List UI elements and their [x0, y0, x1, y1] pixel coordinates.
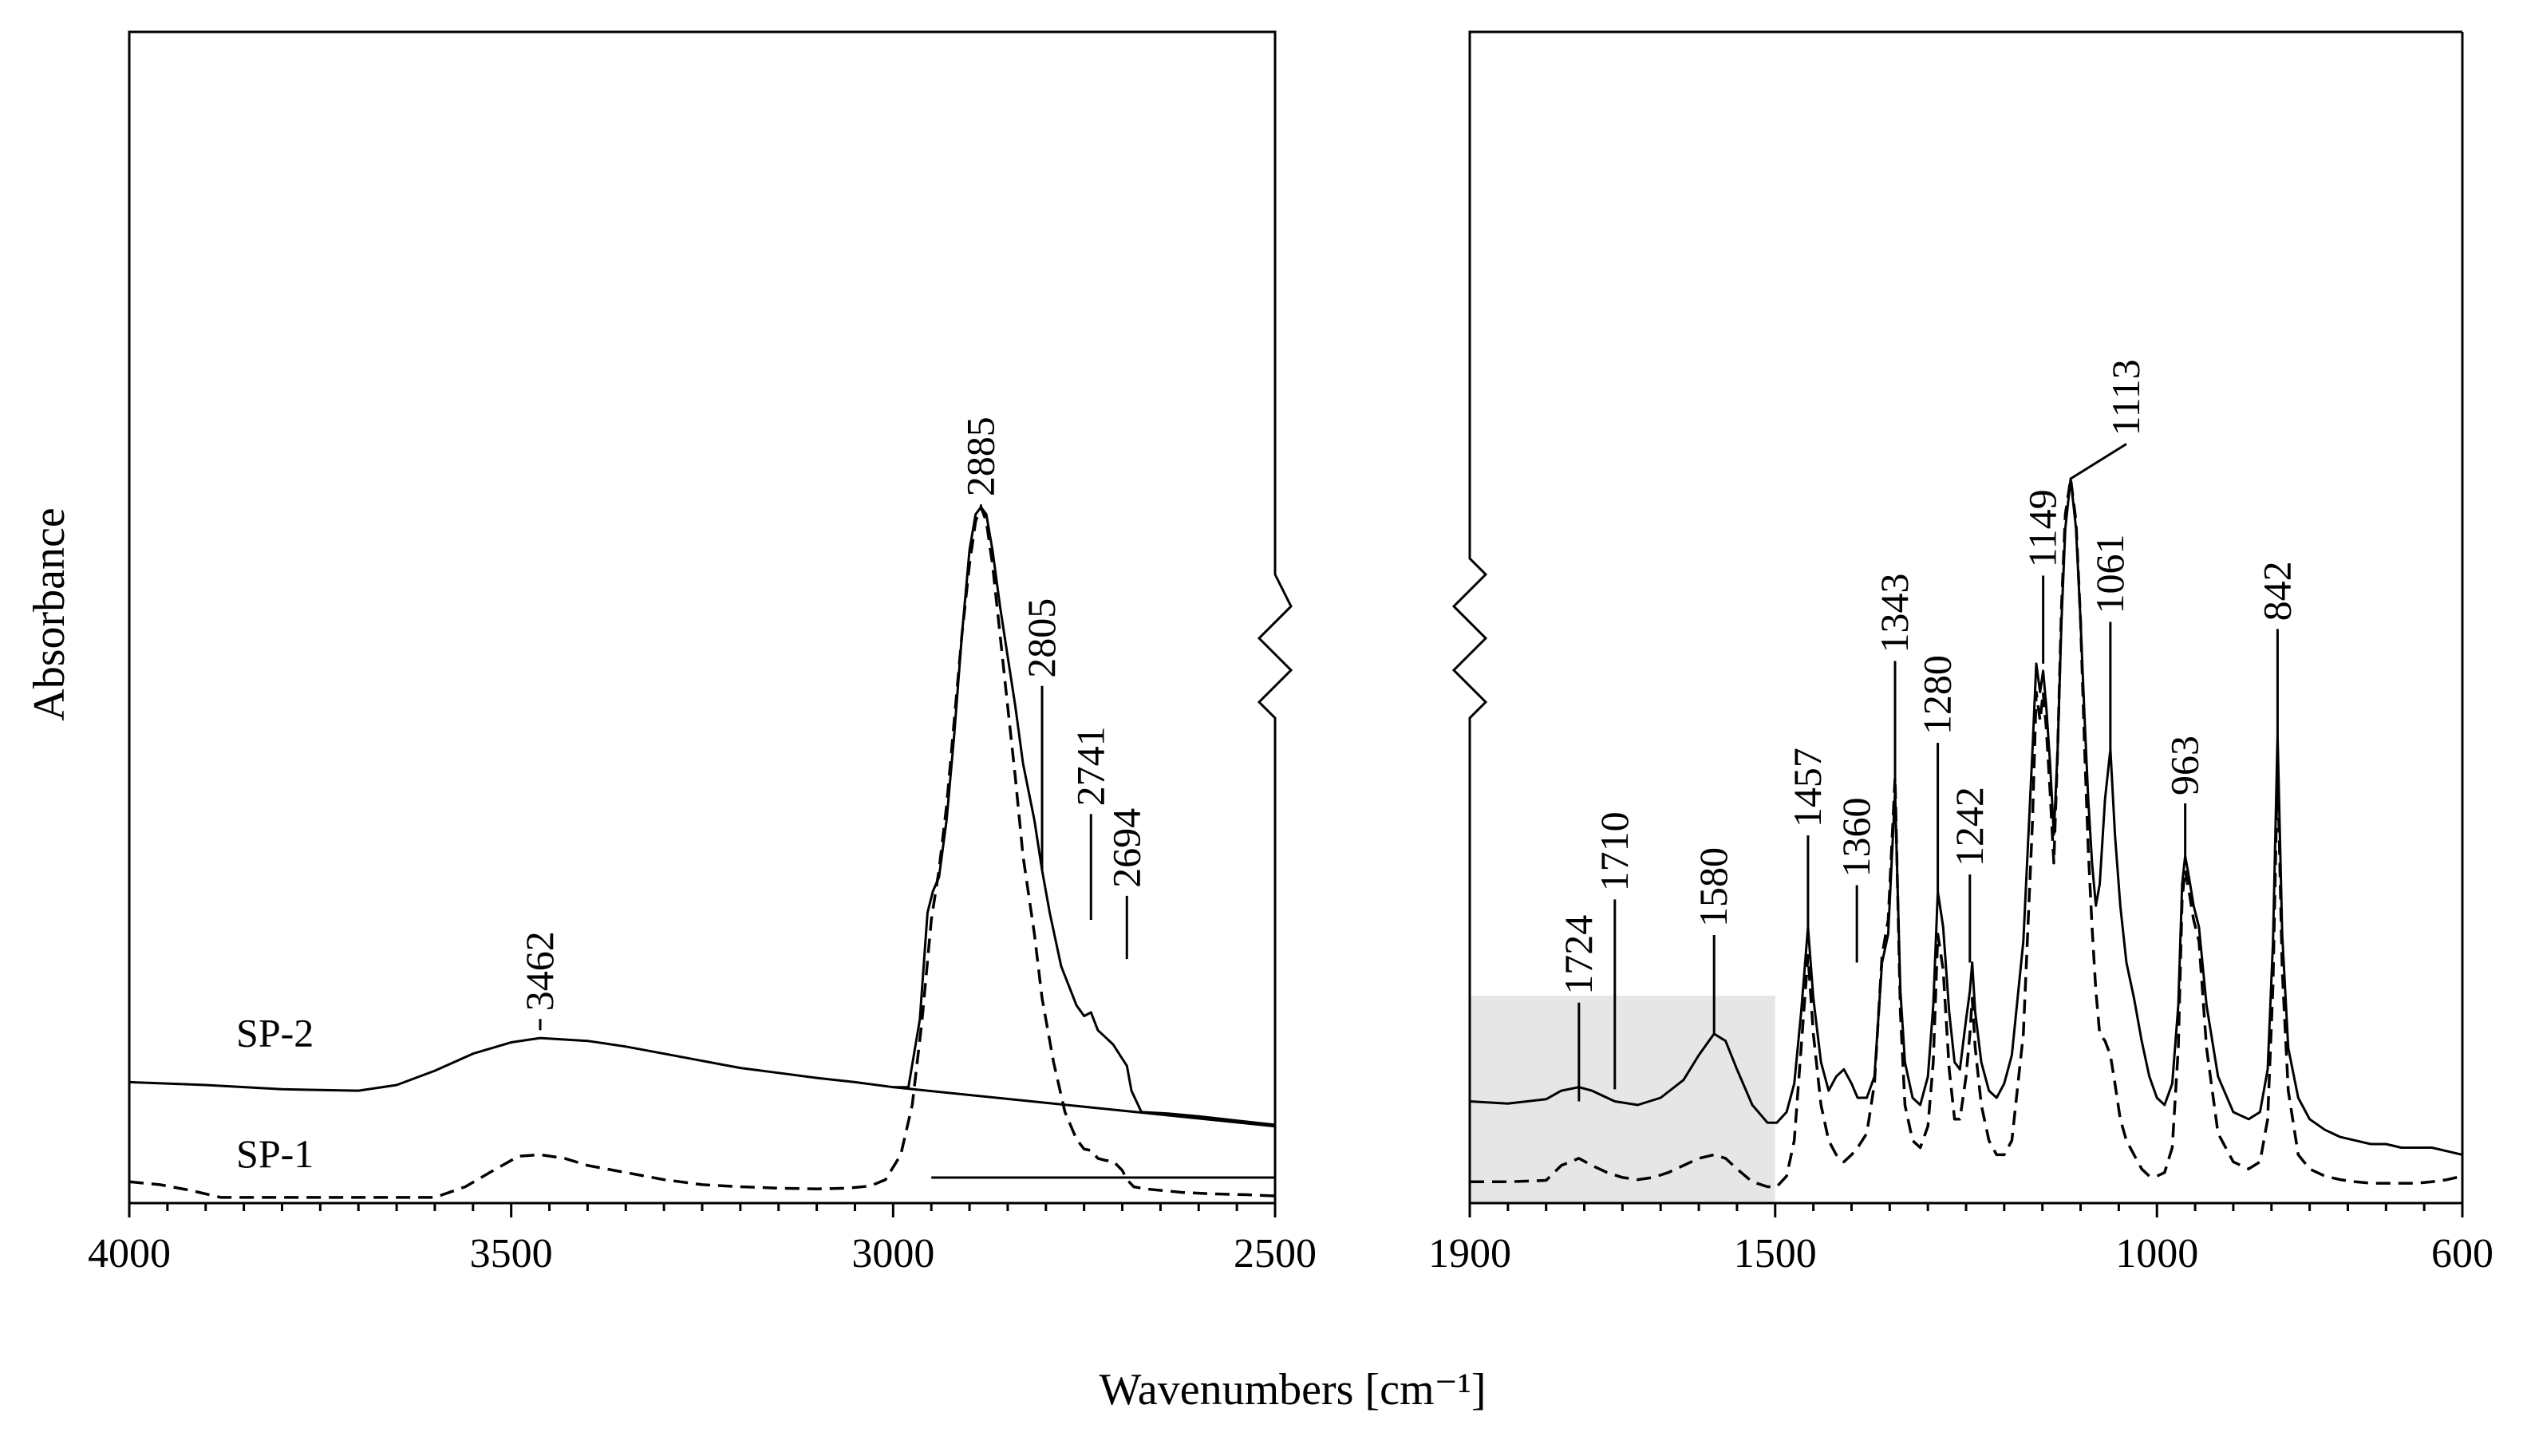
- series-line-sp-2-left: [128, 506, 1276, 1127]
- peak-label: 1242: [1947, 787, 1992, 866]
- y-axis-title: Absorbance: [25, 507, 74, 720]
- x-tick-label: 3500: [470, 1231, 553, 1276]
- peak-label: 2885: [957, 416, 1002, 496]
- x-tick-label: 1500: [1734, 1231, 1817, 1276]
- peak-label: 2694: [1104, 808, 1148, 888]
- peak-label: 1061: [2087, 534, 2132, 614]
- peak-label: 1113: [2103, 359, 2148, 436]
- series-line-sp-2-right: [1469, 477, 2463, 1156]
- peak-label: 1149: [2020, 489, 2065, 567]
- peak-leader-line: [2070, 443, 2127, 480]
- x-tick-label: 4000: [88, 1231, 171, 1276]
- peak-label: 1724: [1556, 915, 1601, 995]
- peak-label: 963: [2162, 736, 2207, 795]
- tick-layer: 4000 3500 3000 2500 1900 1500 1000 600: [88, 1203, 2493, 1276]
- x-tick-label: 1000: [2115, 1231, 2198, 1276]
- peak-label: 1710: [1592, 811, 1637, 891]
- series-line-sp-1-left: [128, 505, 1276, 1199]
- peak-label: 2805: [1019, 598, 1064, 678]
- series-line-sp-1-right: [1470, 477, 2463, 1189]
- peak-label: 2741: [1068, 726, 1112, 806]
- series-label-sp-2: SP-2: [236, 1010, 314, 1055]
- x-tick-label: 3000: [851, 1231, 934, 1276]
- x-tick-label: 1900: [1428, 1231, 1511, 1276]
- peak-label: 1343: [1872, 574, 1917, 653]
- series-label-sp-1: SP-1: [236, 1131, 314, 1176]
- peak-label: 1457: [1785, 748, 1830, 827]
- right-panel-frame: [1451, 30, 2464, 1205]
- baseline-layer: [893, 1086, 1276, 1179]
- series-layer: [128, 477, 2463, 1199]
- peak-label: 1580: [1691, 847, 1735, 927]
- highlight-region: [1470, 996, 1775, 1203]
- x-tick-label: 2500: [1234, 1231, 1317, 1276]
- x-tick-label: 600: [2431, 1231, 2493, 1276]
- x-axis-title: Wavenumbers [cm⁻¹]: [1100, 1365, 1487, 1415]
- baseline-sp-2: [893, 1086, 1276, 1128]
- peak-label: 1360: [1834, 798, 1878, 878]
- peak-label: 3462: [517, 931, 562, 1011]
- peak-label: 1280: [1915, 655, 1960, 735]
- peak-label: 842: [2254, 561, 2299, 621]
